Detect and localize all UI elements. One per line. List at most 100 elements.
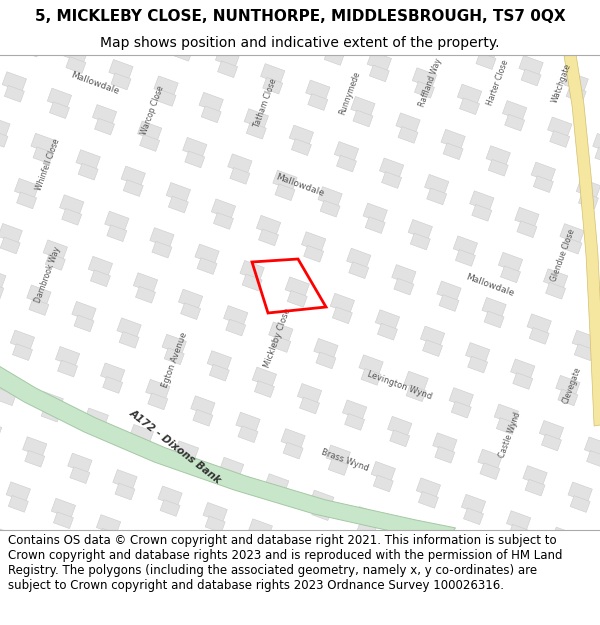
Bar	[160, 499, 180, 516]
Bar	[599, 558, 600, 574]
Bar	[400, 523, 424, 543]
Bar	[104, 211, 129, 231]
Bar	[478, 449, 502, 469]
Bar	[172, 606, 193, 623]
Bar	[482, 298, 506, 318]
Bar	[86, 422, 106, 438]
Bar	[392, 264, 416, 284]
Bar	[480, 463, 500, 479]
Bar	[324, 49, 344, 65]
Bar	[271, 336, 291, 352]
Bar	[314, 338, 338, 358]
Bar	[322, 597, 346, 617]
Bar	[576, 179, 600, 199]
Bar	[154, 76, 178, 96]
Bar	[62, 209, 82, 225]
Bar	[4, 86, 25, 102]
Bar	[431, 598, 451, 615]
Bar	[281, 429, 305, 449]
Bar	[529, 328, 549, 344]
Bar	[558, 389, 578, 406]
Bar	[361, 369, 381, 385]
Bar	[318, 187, 342, 207]
Bar	[428, 584, 453, 604]
Bar	[84, 408, 109, 428]
Bar	[435, 446, 455, 463]
Bar	[65, 619, 86, 625]
Bar	[377, 323, 397, 340]
Bar	[91, 270, 110, 287]
Bar	[256, 216, 281, 236]
Bar	[207, 351, 232, 371]
Bar	[37, 557, 57, 574]
Bar	[166, 182, 191, 203]
Text: Harter Close: Harter Close	[485, 59, 511, 107]
Text: Watchgate: Watchgate	[551, 62, 573, 104]
Bar	[279, 594, 299, 611]
Bar	[566, 86, 586, 102]
Bar	[250, 532, 270, 549]
Text: Levington Wynd: Levington Wynd	[367, 369, 434, 401]
Bar	[35, 543, 59, 563]
Bar	[415, 81, 434, 98]
Bar	[45, 254, 65, 270]
Bar	[244, 109, 268, 129]
Bar	[591, 299, 600, 316]
Bar	[113, 469, 137, 489]
Bar	[500, 266, 521, 282]
Bar	[589, 285, 600, 305]
Bar	[33, 147, 53, 164]
Bar	[324, 611, 344, 625]
Bar	[545, 282, 566, 299]
Bar	[127, 590, 147, 606]
Bar	[49, 102, 70, 119]
Bar	[519, 56, 543, 76]
Bar	[531, 162, 556, 182]
Bar	[496, 418, 517, 434]
Polygon shape	[564, 54, 600, 426]
Bar	[29, 299, 49, 316]
Bar	[254, 381, 274, 398]
Bar	[72, 301, 96, 321]
Bar	[583, 602, 600, 619]
Bar	[238, 426, 258, 442]
Bar	[76, 150, 100, 170]
Bar	[574, 344, 594, 361]
Bar	[439, 295, 459, 311]
Bar	[95, 118, 115, 135]
Bar	[408, 219, 433, 239]
Bar	[117, 318, 141, 338]
Bar	[265, 474, 289, 494]
Bar	[19, 589, 43, 609]
Bar	[273, 170, 297, 190]
Bar	[445, 539, 469, 559]
Bar	[39, 392, 64, 412]
Bar	[148, 393, 168, 410]
Bar	[289, 125, 314, 145]
Bar	[295, 549, 316, 566]
Bar	[299, 397, 320, 414]
Bar	[277, 19, 301, 39]
Text: Mallowdale: Mallowdale	[70, 70, 121, 96]
Bar	[316, 352, 336, 369]
Bar	[0, 389, 16, 406]
Bar	[0, 269, 6, 289]
Bar	[513, 372, 533, 389]
Bar	[0, 375, 18, 395]
Bar	[277, 581, 301, 601]
Bar	[383, 6, 408, 26]
Bar	[0, 224, 22, 244]
Text: A172 - Dixons Bank: A172 - Dixons Bank	[127, 408, 223, 486]
Bar	[464, 508, 484, 524]
Bar	[80, 560, 104, 580]
Bar	[0, 282, 4, 299]
Bar	[593, 134, 600, 154]
Bar	[98, 528, 119, 545]
Bar	[418, 491, 439, 508]
Bar	[220, 458, 244, 478]
Bar	[205, 516, 225, 532]
Bar	[551, 527, 576, 547]
Text: Warcop Close: Warcop Close	[140, 84, 166, 136]
Bar	[554, 541, 574, 558]
Bar	[21, 41, 41, 57]
